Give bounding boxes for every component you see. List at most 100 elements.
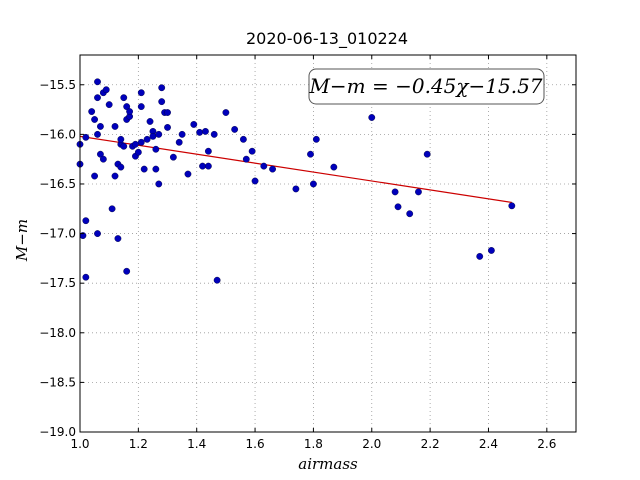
data-point — [137, 138, 145, 146]
data-point — [178, 130, 186, 138]
data-point — [169, 153, 177, 161]
data-point — [97, 150, 104, 158]
data-point — [134, 148, 142, 156]
data-point — [94, 230, 101, 237]
data-point — [199, 162, 206, 170]
y-tick-label: −16.0 — [39, 127, 76, 141]
axes-frame — [79, 54, 577, 433]
data-point — [406, 210, 414, 218]
data-point — [239, 135, 247, 143]
data-point — [120, 94, 128, 102]
data-point — [213, 276, 221, 284]
data-point — [108, 205, 116, 213]
data-point — [415, 188, 422, 196]
data-point — [164, 124, 171, 131]
data-point — [117, 135, 125, 143]
data-point — [97, 123, 104, 130]
data-point — [99, 155, 107, 163]
data-point — [111, 123, 119, 130]
data-point — [330, 163, 338, 171]
data-point — [143, 135, 151, 143]
y-tick-label: −17.0 — [39, 227, 76, 241]
x-tick-label: 2.6 — [537, 437, 556, 451]
y-tick-labels: −15.5 −16.0 −16.5 −17.0 −17.5 −18.0 −18.5 −19.0 — [39, 78, 76, 439]
data-point — [140, 165, 148, 173]
y-tick-label: −15.5 — [39, 78, 76, 92]
fit-line — [79, 135, 512, 204]
data-point — [202, 127, 209, 135]
data-point — [152, 145, 160, 153]
data-point — [137, 89, 145, 97]
data-point — [91, 116, 98, 123]
data-point — [149, 132, 157, 140]
data-point — [114, 235, 122, 242]
x-tick-label: 1.0 — [70, 437, 89, 451]
points-layer — [76, 78, 516, 284]
data-point — [269, 165, 276, 173]
data-point — [126, 108, 134, 115]
data-point — [196, 128, 204, 136]
data-point — [152, 165, 160, 173]
y-tick-label: −18.0 — [39, 326, 76, 340]
data-point — [91, 172, 98, 180]
x-tick-label: 2.2 — [421, 437, 440, 451]
data-point — [175, 138, 183, 146]
data-point — [204, 162, 212, 170]
data-point — [190, 121, 198, 128]
data-point — [105, 101, 113, 109]
data-point — [88, 108, 96, 115]
data-point — [210, 130, 218, 138]
data-point — [82, 133, 90, 141]
x-axis-label: airmass — [298, 455, 358, 473]
data-point — [155, 180, 163, 188]
data-point — [184, 170, 192, 178]
x-tick-label: 2.0 — [362, 437, 381, 451]
data-point — [260, 162, 268, 170]
data-point — [423, 150, 431, 158]
data-point — [508, 202, 516, 210]
data-point — [123, 267, 131, 275]
y-tick-label: −16.5 — [39, 177, 76, 191]
data-point — [94, 94, 101, 102]
data-point — [120, 142, 128, 150]
data-point — [158, 84, 166, 92]
data-point — [231, 126, 239, 133]
data-point — [117, 163, 125, 171]
data-point — [111, 172, 119, 180]
y-tick-label: −19.0 — [39, 425, 76, 439]
fit-annotation: M−m = −0.45χ−15.57 — [308, 68, 545, 105]
data-point — [94, 130, 101, 138]
data-point — [307, 150, 314, 158]
data-point — [391, 188, 399, 196]
x-tick-label: 1.2 — [129, 437, 148, 451]
data-point — [487, 247, 495, 254]
y-tick-label: −17.5 — [39, 276, 76, 290]
data-point — [132, 140, 139, 148]
data-point — [158, 98, 166, 106]
x-tick-label: 1.4 — [187, 437, 206, 451]
data-point — [204, 147, 212, 155]
data-point — [123, 103, 131, 110]
x-tick-label: 1.8 — [304, 437, 323, 451]
data-point — [137, 103, 145, 110]
chart-title: 2020-06-13_010224 — [246, 29, 408, 49]
x-tick-label: 1.6 — [246, 437, 265, 451]
data-point — [94, 78, 101, 86]
fit-layer — [79, 135, 512, 204]
data-point — [164, 109, 171, 116]
data-point — [146, 118, 154, 125]
plot-area — [76, 54, 577, 433]
annotation-box — [308, 68, 545, 105]
data-point — [242, 155, 250, 163]
data-point — [476, 252, 484, 260]
data-point — [102, 86, 110, 94]
annotation-text: M−m = −0.45χ−15.57 — [308, 74, 542, 98]
data-point — [312, 135, 320, 143]
y-axis-label: M−m — [13, 219, 31, 262]
data-point — [394, 203, 402, 211]
data-point — [368, 114, 376, 121]
x-tick-label: 2.4 — [479, 437, 498, 451]
data-point — [155, 130, 163, 138]
data-point — [310, 180, 317, 188]
